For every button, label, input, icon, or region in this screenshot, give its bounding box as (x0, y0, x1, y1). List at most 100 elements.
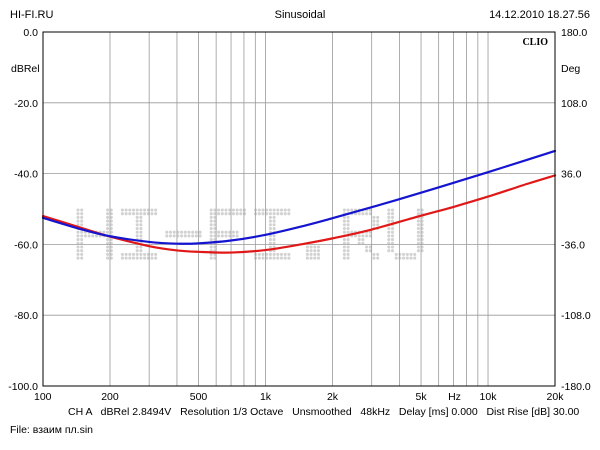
watermark-dot (287, 212, 291, 216)
y-tick-label: -40.0 (14, 169, 38, 181)
watermark-dot (154, 212, 158, 216)
plot-frame (42, 31, 556, 387)
watermark-dot (287, 256, 291, 260)
watermark-dot (80, 249, 84, 253)
watermark-dot (76, 249, 80, 253)
watermark-dot (272, 238, 276, 242)
watermark-dot (272, 212, 276, 216)
watermark-dot (209, 238, 213, 242)
x-tick-label: 2k (327, 391, 339, 403)
watermark-dot (390, 212, 395, 216)
watermark-dot (131, 252, 136, 256)
y2-tick-label: 108.0 (561, 98, 587, 110)
watermark-dot (390, 226, 395, 231)
header-measurement-type: Sinusoidal (274, 9, 326, 21)
watermark-dot (372, 215, 376, 219)
watermark-dot (213, 215, 217, 219)
watermark-dot (368, 234, 372, 238)
watermark-dot (416, 223, 420, 227)
watermark-dot (387, 215, 391, 219)
watermark-dot (346, 223, 350, 227)
watermark-dot (357, 238, 361, 242)
x-tick-label: 5k (415, 391, 427, 403)
watermark-dot (213, 230, 217, 234)
watermark-dot (342, 249, 346, 253)
watermark-dot (309, 249, 313, 253)
watermark-dot (209, 230, 213, 234)
watermark-dot (106, 223, 110, 227)
watermark-dot (305, 256, 309, 260)
watermark-dot (409, 252, 413, 256)
watermark-dot (390, 230, 395, 234)
watermark-dot (387, 245, 391, 249)
watermark-dot (387, 234, 391, 238)
watermark-dot (390, 245, 395, 249)
watermark-dot (194, 230, 198, 234)
watermark-dot (372, 252, 376, 256)
watermark-dot (198, 230, 202, 234)
watermark-dot (213, 223, 217, 227)
watermark-dot (305, 245, 309, 249)
watermark-dot (106, 252, 110, 256)
watermark-dot (368, 249, 372, 253)
watermark-dot (106, 219, 110, 223)
watermark-dot (213, 238, 217, 242)
watermark-dot (313, 245, 317, 249)
watermark-dot (143, 212, 147, 216)
watermark-dot (135, 230, 139, 234)
watermark-dot (80, 219, 84, 223)
watermark-dot (405, 256, 409, 260)
watermark-dot (109, 238, 113, 242)
watermark-dot (368, 245, 372, 249)
chart-grid (43, 32, 555, 386)
series-line-blue (41, 149, 557, 245)
watermark-dot (316, 256, 321, 260)
y2-axis-label: Deg (561, 63, 580, 75)
watermark-dot (346, 208, 350, 212)
watermark-dot (187, 230, 191, 234)
watermark-dot (143, 256, 147, 260)
watermark-dot (106, 230, 110, 234)
watermark-dot (135, 256, 139, 260)
watermark-dot (365, 234, 369, 238)
x-tick-label: 20k (547, 391, 565, 403)
watermark-dot (213, 252, 217, 256)
watermark-dot (279, 256, 284, 260)
watermark-dot (139, 234, 143, 238)
watermark-dot (305, 249, 309, 253)
watermark-dot (128, 256, 132, 260)
watermark-dot (313, 249, 317, 253)
watermark-dot (209, 252, 213, 256)
watermark-dot (387, 208, 391, 212)
watermark-dot (387, 230, 391, 234)
watermark-dot (287, 208, 291, 212)
watermark-dot (191, 230, 195, 234)
watermark-dot (268, 256, 272, 260)
watermark-dot (135, 245, 139, 249)
watermark-dot (361, 212, 365, 216)
watermark-dot (80, 230, 84, 234)
watermark-dot (94, 234, 99, 238)
watermark-dot (76, 234, 80, 238)
watermark-dot (172, 234, 176, 238)
watermark-dot (257, 252, 261, 256)
watermark-dot (124, 252, 128, 256)
watermark-dot (168, 230, 173, 234)
watermark-dot (387, 219, 391, 223)
watermark-dot (109, 223, 113, 227)
watermark-dot (242, 212, 247, 216)
watermark-dot (413, 252, 417, 256)
watermark-dot (279, 208, 284, 212)
watermark-dot (209, 208, 213, 212)
watermark-dot (261, 252, 265, 256)
watermark-dot (106, 226, 110, 231)
watermark-dot (350, 208, 354, 212)
watermark-dot (309, 256, 313, 260)
watermark-dot (106, 212, 110, 216)
watermark-dot (131, 256, 136, 260)
watermark-dot (394, 256, 398, 260)
watermark-dot (257, 212, 261, 216)
watermark-dot (76, 212, 80, 216)
watermark-dot (150, 252, 154, 256)
watermark-dot (139, 223, 143, 227)
